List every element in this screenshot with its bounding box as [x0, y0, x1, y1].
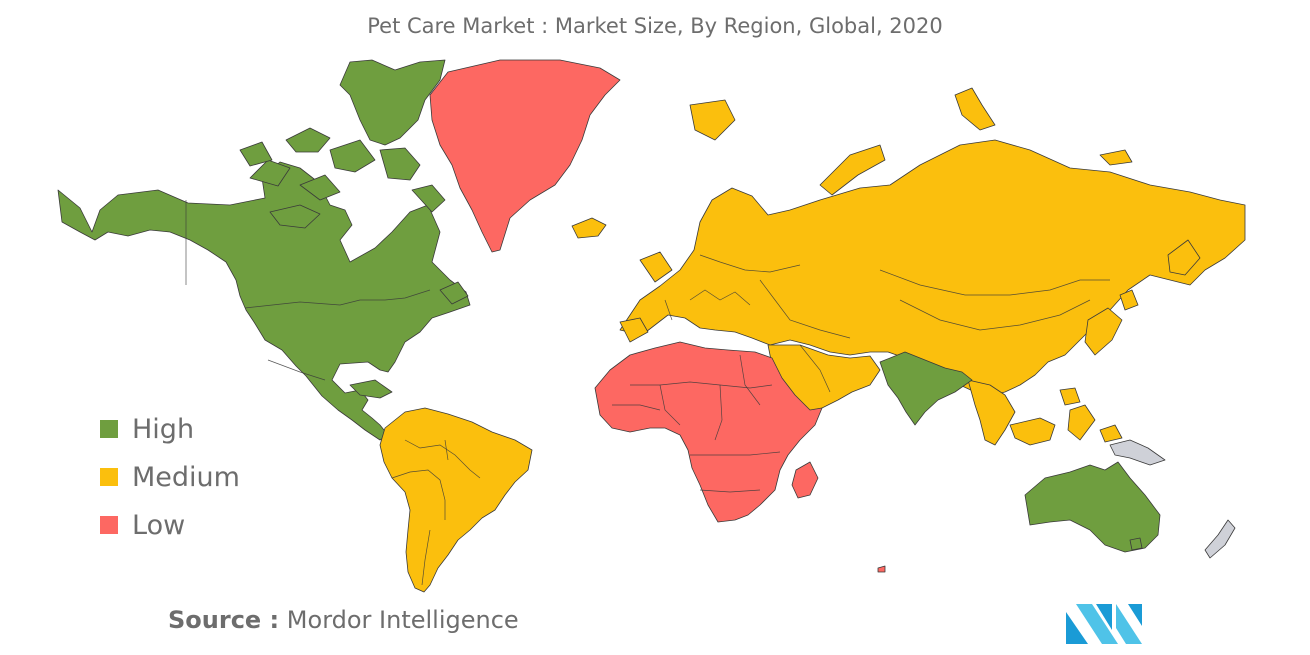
legend-label-low: Low — [132, 509, 186, 541]
region-south-america[interactable] — [379, 407, 533, 593]
source-name: Mordor Intelligence — [286, 606, 519, 634]
legend-item-medium: Medium — [100, 453, 240, 501]
legend-swatch-medium — [100, 468, 118, 486]
region-no-data[interactable] — [1109, 439, 1236, 559]
legend-item-low: Low — [100, 501, 240, 549]
legend-label-high: High — [132, 413, 195, 445]
region-africa[interactable] — [594, 341, 886, 573]
mordor-intelligence-logo-icon — [1066, 604, 1142, 644]
legend-item-high: High — [100, 405, 240, 453]
region-australia[interactable] — [1024, 461, 1161, 553]
legend-swatch-low — [100, 516, 118, 534]
map-legend: High Medium Low — [100, 405, 240, 549]
region-north-america[interactable] — [57, 59, 471, 441]
legend-swatch-high — [100, 420, 118, 438]
legend-label-medium: Medium — [132, 461, 240, 493]
source-prefix: Source : — [168, 606, 280, 634]
region-india[interactable] — [879, 351, 973, 426]
region-greenland[interactable] — [429, 59, 621, 253]
region-eurasia[interactable] — [619, 87, 1246, 446]
map-title: Pet Care Market : Market Size, By Region… — [367, 14, 943, 38]
source-note: Source : Mordor Intelligence — [168, 606, 519, 634]
